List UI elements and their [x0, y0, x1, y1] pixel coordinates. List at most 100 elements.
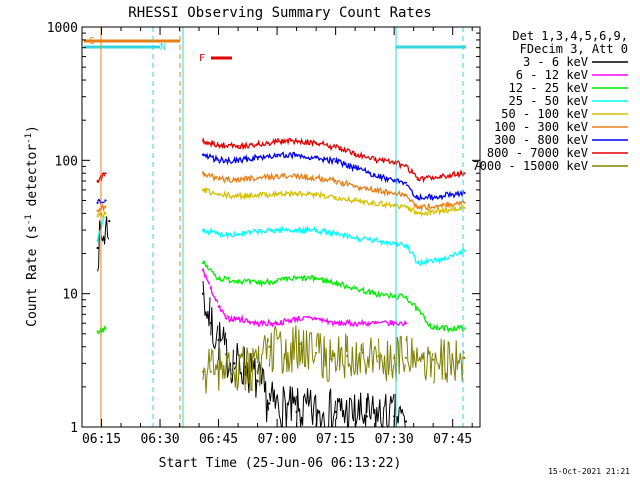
data-point: [416, 178, 419, 181]
data-point: [393, 162, 396, 165]
data-point: [217, 193, 220, 197]
data-point: [439, 209, 443, 212]
data-point: [276, 153, 279, 156]
data-point: [276, 229, 279, 232]
data-point: [108, 220, 111, 223]
legend-label: 300 - 800 keV: [494, 133, 588, 147]
data-point: [256, 282, 259, 285]
data-point: [334, 322, 337, 325]
data-point: [373, 188, 376, 191]
flag-label: S: [89, 36, 95, 47]
data-point: [346, 355, 349, 358]
data-point: [237, 159, 240, 162]
x-tick-label: 07:00: [258, 432, 297, 447]
data-point: [201, 370, 205, 373]
data-point: [96, 246, 99, 250]
data-point: [404, 356, 407, 359]
data-point: [276, 279, 279, 282]
data-point: [256, 176, 259, 179]
chart-title: RHESSI Observing Summary Count Rates: [128, 5, 431, 21]
data-point: [439, 258, 443, 261]
data-point: [393, 241, 396, 245]
data-point: [256, 143, 259, 146]
data-point: [104, 327, 107, 330]
data-point: [217, 305, 220, 308]
axes: 1 10 100 1000 06:15 06:30 06:45 07:00 07:15 07:30…: [47, 21, 481, 447]
data-point: [404, 164, 407, 167]
data-point: [315, 176, 318, 179]
data-point: [354, 237, 357, 240]
data-point: [201, 261, 205, 264]
y-axis-label: Count Rate (s-1 detector-1): [24, 125, 40, 327]
y-axis-label-main: Count Rate (s: [25, 225, 40, 327]
data-point: [354, 199, 357, 202]
data-point: [315, 156, 318, 159]
data-point: [96, 215, 99, 218]
data-point: [416, 197, 419, 200]
legend: Det 1,3,4,5,6,9,FDecim 3, Att 03 - 6 keV…: [472, 29, 628, 173]
data-point: [334, 160, 337, 163]
data-point: [463, 249, 466, 252]
data-point: [217, 277, 220, 280]
data-point: [404, 181, 407, 184]
series-line: [202, 268, 406, 328]
legend-header: Det 1,3,4,5,6,9,: [512, 29, 628, 43]
data-point: [295, 175, 298, 178]
data-point: [256, 156, 259, 159]
data-point: [268, 402, 271, 405]
data-point: [373, 201, 376, 204]
data-point: [256, 370, 259, 373]
data-point: [217, 232, 220, 236]
data-point: [295, 317, 298, 320]
legend-label: 50 - 100 keV: [501, 107, 588, 121]
data-point: [393, 415, 396, 418]
series-line: [202, 325, 465, 394]
data-point: [334, 282, 337, 285]
data-point: [315, 193, 318, 197]
data-point: [96, 209, 99, 212]
data-point: [256, 230, 259, 234]
data-point: [432, 327, 435, 330]
legend-label: 7000 - 15000 keV: [472, 159, 588, 173]
x-tick-label: 07:45: [433, 432, 472, 447]
data-point: [104, 172, 107, 175]
y-axis-label-tail: detector: [25, 144, 40, 215]
data-point: [201, 172, 205, 175]
data-point: [217, 159, 220, 162]
data-point: [416, 212, 419, 215]
data-point: [229, 366, 232, 369]
data-point: [201, 139, 205, 142]
data-point: [334, 410, 337, 413]
data-point: [354, 287, 357, 290]
data-point: [201, 292, 205, 295]
data-point: [393, 356, 396, 359]
data-point: [96, 201, 99, 204]
data-point: [354, 166, 357, 169]
data-point: [104, 199, 107, 202]
data-point: [439, 204, 443, 207]
data-point: [96, 239, 99, 242]
data-point: [96, 330, 99, 333]
x-tick-label: 06:15: [82, 432, 121, 447]
data-point: [404, 205, 407, 208]
legend-label: 100 - 300 keV: [494, 120, 588, 134]
data-point: [237, 178, 240, 181]
y-axis-label-sup2: -1: [24, 133, 34, 144]
data-point: [393, 204, 396, 207]
data-point: [276, 140, 279, 143]
data-point: [256, 193, 259, 197]
data-point: [217, 178, 220, 181]
data-point: [233, 362, 236, 365]
data-point: [416, 206, 419, 209]
data-point: [354, 152, 357, 155]
y-tick-label: 10: [62, 288, 78, 303]
x-tick-label: 06:30: [140, 432, 179, 447]
data-point: [463, 206, 466, 209]
data-point: [256, 322, 259, 325]
data-point: [334, 232, 337, 236]
data-point: [237, 232, 240, 236]
data-point: [432, 358, 435, 361]
data-point: [201, 188, 205, 191]
data-point: [237, 317, 240, 320]
data-point: [439, 194, 443, 198]
